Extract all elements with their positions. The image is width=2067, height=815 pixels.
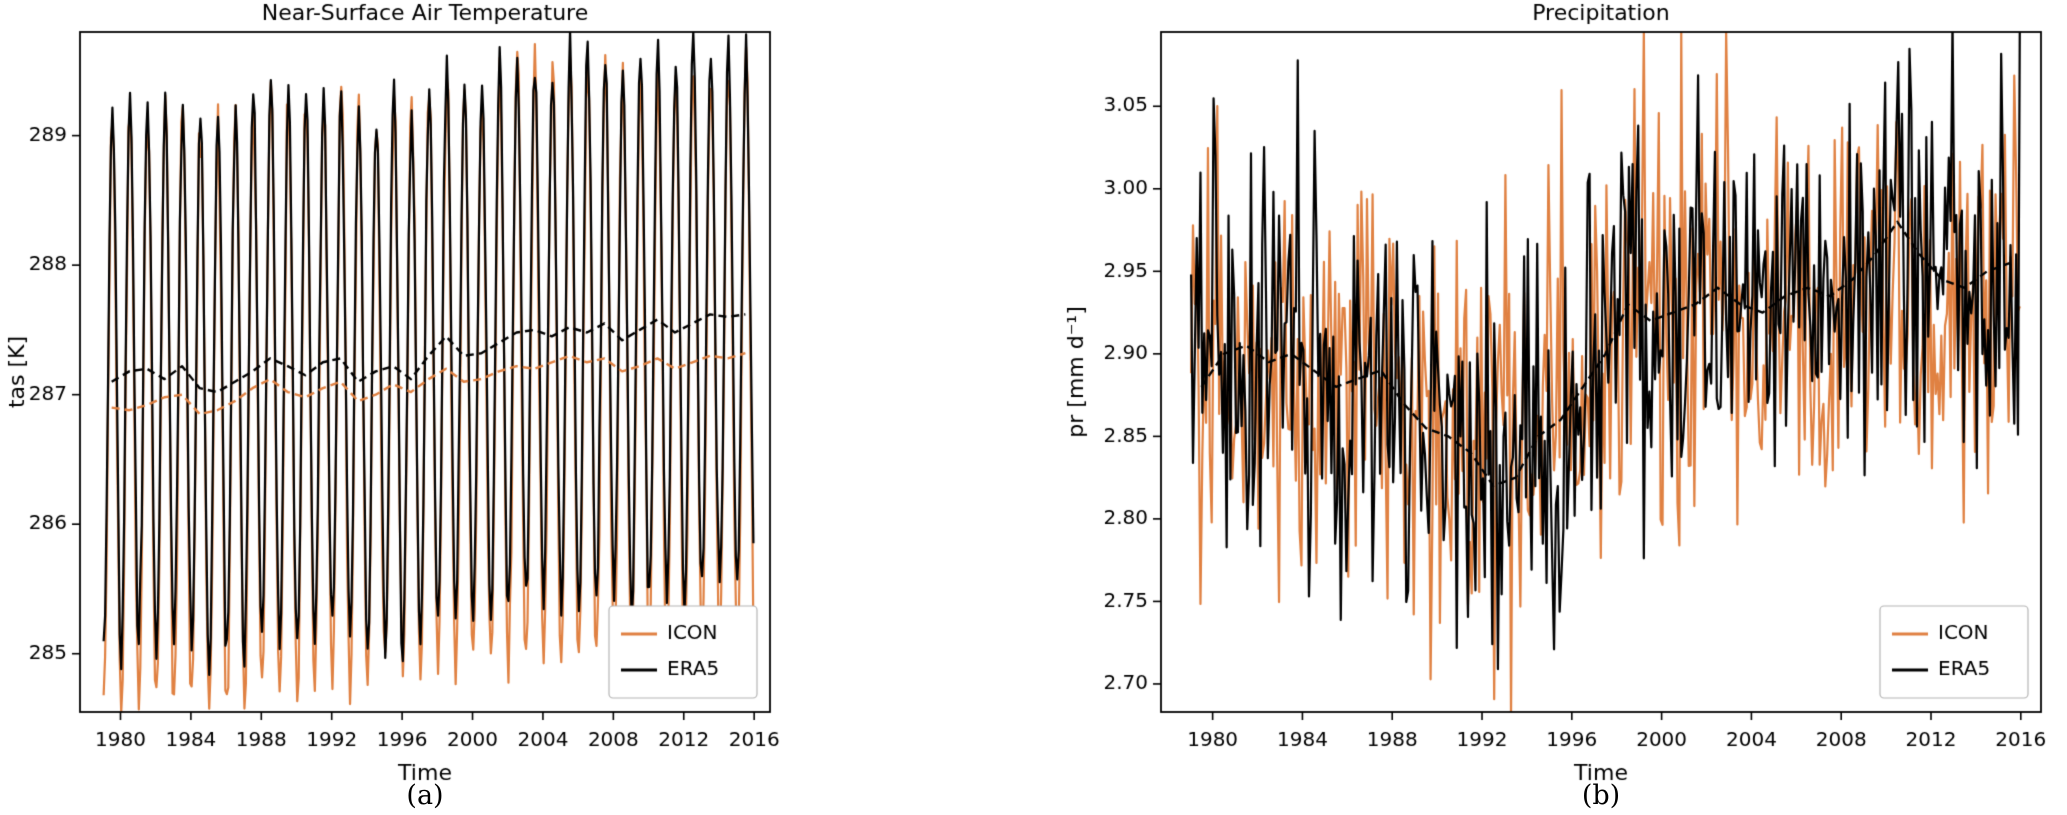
temperature-chart (0, 0, 1033, 815)
caption-a: (a) (406, 780, 444, 811)
temperature-panel (0, 0, 1033, 815)
precipitation-chart (1033, 0, 2067, 815)
caption-b: (b) (1581, 780, 1621, 811)
precipitation-panel (1033, 0, 2067, 815)
